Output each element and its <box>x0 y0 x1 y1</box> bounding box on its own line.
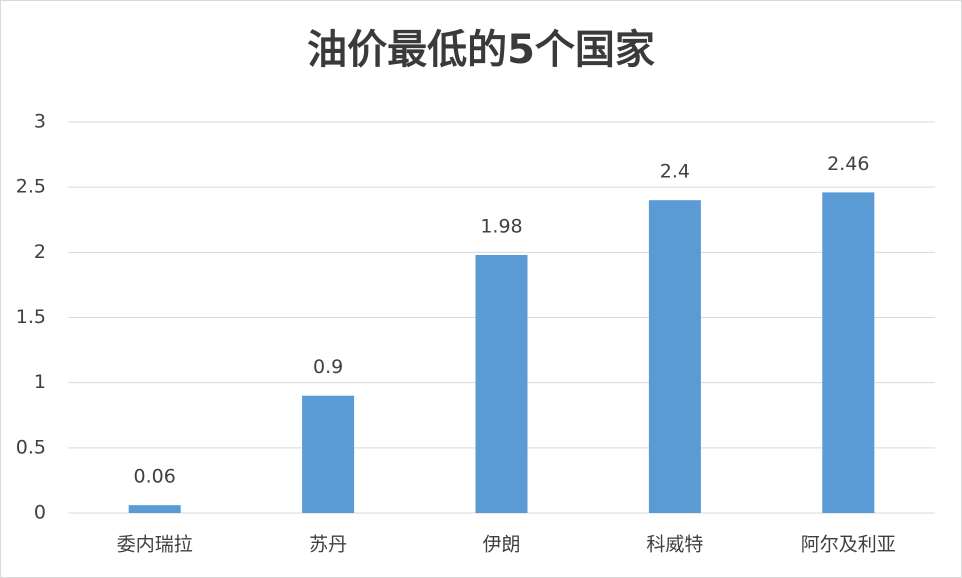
y-tick-label: 2 <box>34 241 46 263</box>
y-tick-label: 1 <box>34 371 46 393</box>
x-tick-label: 科威特 <box>646 534 703 556</box>
y-tick-label: 1.5 <box>16 306 46 328</box>
bar <box>475 254 528 513</box>
y-tick-label: 3 <box>34 111 46 133</box>
bar <box>302 395 355 513</box>
y-tick-label: 0.5 <box>16 436 46 458</box>
data-label: 1.98 <box>480 215 522 237</box>
x-tick-label: 苏丹 <box>309 534 347 556</box>
bar <box>822 192 875 513</box>
x-tick-label: 委内瑞拉 <box>117 534 193 556</box>
x-tick-label: 阿尔及利亚 <box>801 534 896 556</box>
data-label: 0.9 <box>313 356 343 378</box>
data-label: 2.46 <box>827 153 869 175</box>
bar <box>648 200 701 513</box>
y-tick-label: 2.5 <box>16 176 46 198</box>
data-label: 0.06 <box>134 466 176 488</box>
x-tick-label: 伊朗 <box>482 534 520 556</box>
y-tick-label: 0 <box>34 502 46 524</box>
chart-title: 油价最低的5个国家 <box>307 27 655 73</box>
data-label: 2.4 <box>660 161 690 183</box>
bar <box>128 505 181 513</box>
